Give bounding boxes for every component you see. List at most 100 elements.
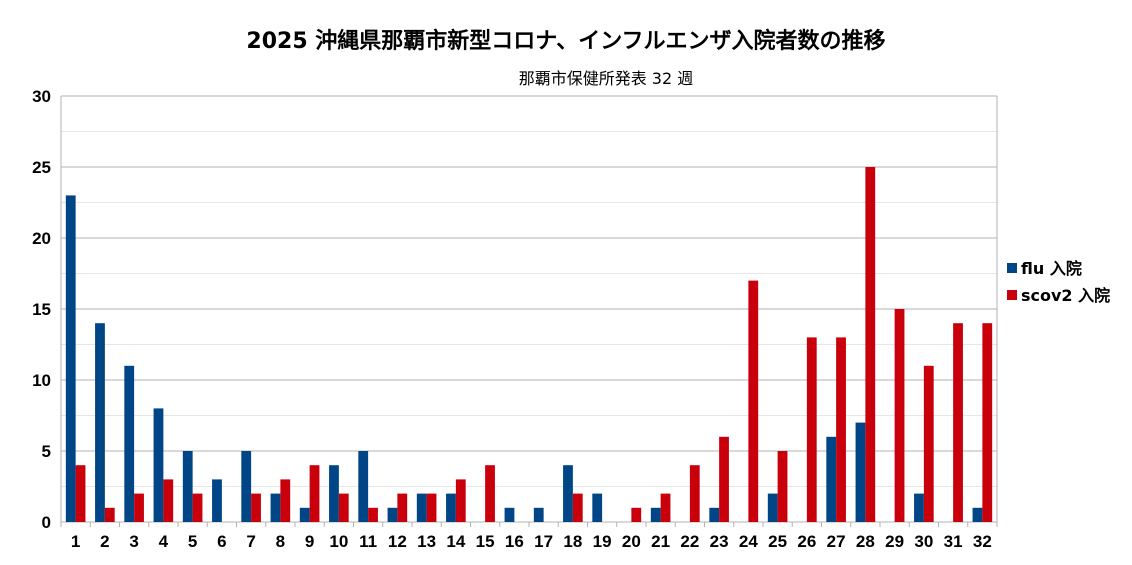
x-tick-label: 27 bbox=[827, 532, 846, 551]
x-tick-label: 23 bbox=[710, 532, 729, 551]
bar-scov2 bbox=[455, 479, 466, 522]
bar-scov2 bbox=[836, 337, 846, 522]
y-tick-label: 20 bbox=[32, 229, 51, 248]
y-axis-ticks: 0 5 10 15 20 25 30 bbox=[32, 87, 51, 532]
x-tick-label: 31 bbox=[944, 532, 963, 551]
y-tick-label: 30 bbox=[32, 87, 51, 106]
x-tick-label: 11 bbox=[359, 532, 377, 551]
bar-flu bbox=[95, 323, 105, 522]
y-tick-label: 10 bbox=[32, 371, 51, 390]
bar-flu bbox=[65, 195, 76, 522]
legend: flu 入院 scov2 入院 bbox=[1007, 259, 1110, 305]
x-tick-label: 18 bbox=[563, 532, 582, 551]
bar-scov2 bbox=[865, 167, 876, 522]
bar-scov2 bbox=[894, 309, 905, 522]
x-tick-label: 10 bbox=[329, 532, 348, 551]
bar-scov2 bbox=[485, 465, 495, 522]
x-tick-label: 5 bbox=[188, 532, 197, 551]
bar-flu bbox=[446, 493, 456, 522]
bar-scov2 bbox=[572, 493, 583, 522]
bar-scov2 bbox=[689, 465, 700, 522]
x-tick-label: 29 bbox=[885, 532, 904, 551]
bar-flu bbox=[972, 507, 983, 522]
bar-flu bbox=[182, 451, 193, 522]
bar-flu bbox=[387, 507, 398, 522]
bar-scov2 bbox=[75, 465, 86, 522]
x-tick-label: 17 bbox=[534, 532, 553, 551]
legend-swatch-flu bbox=[1007, 263, 1017, 273]
bar-scov2 bbox=[631, 507, 642, 522]
bar-flu bbox=[709, 507, 720, 522]
x-tick-label: 3 bbox=[129, 532, 138, 551]
bar-scov2 bbox=[923, 365, 934, 522]
bar-flu bbox=[914, 493, 924, 522]
x-tick-label: 9 bbox=[305, 532, 314, 551]
x-tick-label: 19 bbox=[593, 532, 612, 551]
bar-flu bbox=[241, 451, 252, 522]
y-tick-label: 0 bbox=[42, 513, 51, 532]
x-tick-label: 28 bbox=[856, 532, 875, 551]
bar-scov2 bbox=[163, 479, 174, 522]
x-tick-label: 2 bbox=[100, 532, 109, 551]
bar-scov2 bbox=[280, 479, 291, 522]
bar-scov2 bbox=[134, 493, 144, 522]
x-tick-label: 6 bbox=[217, 532, 226, 551]
x-tick-label: 14 bbox=[446, 532, 465, 551]
bar-scov2 bbox=[192, 493, 203, 522]
x-tick-label: 12 bbox=[388, 532, 407, 551]
bar-scov2 bbox=[806, 337, 817, 522]
bar-flu bbox=[153, 408, 164, 522]
bar-flu bbox=[504, 507, 515, 522]
y-tick-label: 15 bbox=[32, 300, 51, 319]
x-tick-label: 13 bbox=[417, 532, 436, 551]
y-tick-label: 5 bbox=[42, 442, 51, 461]
bar-flu bbox=[329, 465, 339, 522]
bar-flu bbox=[124, 365, 135, 522]
x-tick-label: 1 bbox=[71, 532, 80, 551]
x-tick-label: 7 bbox=[246, 532, 255, 551]
bar-scov2 bbox=[338, 493, 349, 522]
x-tick-label: 30 bbox=[914, 532, 933, 551]
x-tick-label: 4 bbox=[159, 532, 169, 551]
legend-label-scov2: scov2 入院 bbox=[1021, 286, 1110, 305]
bar-scov2 bbox=[748, 280, 759, 522]
bar-flu bbox=[563, 465, 573, 522]
bars bbox=[65, 167, 993, 522]
x-tick-label: 16 bbox=[505, 532, 524, 551]
x-tick-label: 32 bbox=[973, 532, 992, 551]
bar-flu bbox=[416, 493, 427, 522]
x-tick-label: 8 bbox=[276, 532, 285, 551]
bar-flu bbox=[592, 493, 603, 522]
bar-scov2 bbox=[953, 323, 963, 522]
bar-flu bbox=[358, 451, 369, 522]
x-axis-ticks: 1 2 3 4 5 6 7 8 9 10 11 12 13 14 15 16 17 18 19 20 21 22 23 24 2… bbox=[60, 522, 998, 551]
bar-flu bbox=[826, 436, 837, 522]
bar-flu bbox=[767, 493, 778, 522]
bar-flu bbox=[299, 507, 310, 522]
bar-scov2 bbox=[982, 323, 993, 522]
x-tick-label: 20 bbox=[622, 532, 641, 551]
y-tick-label: 25 bbox=[32, 158, 51, 177]
bar-flu bbox=[212, 479, 222, 522]
x-tick-label: 25 bbox=[768, 532, 787, 551]
bar-scov2 bbox=[368, 507, 378, 522]
chart-subtitle: 那覇市保健所発表 32 週 bbox=[519, 69, 694, 88]
bar-scov2 bbox=[309, 465, 320, 522]
x-tick-label: 26 bbox=[797, 532, 816, 551]
bar-scov2 bbox=[777, 451, 788, 522]
bar-scov2 bbox=[719, 436, 729, 522]
legend-swatch-scov2 bbox=[1007, 290, 1017, 300]
legend-label-flu: flu 入院 bbox=[1021, 259, 1082, 278]
bar-flu bbox=[533, 507, 544, 522]
bar-flu bbox=[270, 493, 281, 522]
bar-scov2 bbox=[426, 493, 437, 522]
bar-flu bbox=[855, 422, 866, 522]
x-tick-label: 22 bbox=[680, 532, 699, 551]
chart-title: 2025 沖縄県那覇市新型コロナ、インフルエンザ入院者数の推移 bbox=[246, 28, 885, 54]
x-tick-label: 15 bbox=[476, 532, 495, 551]
bar-scov2 bbox=[104, 507, 115, 522]
bar-flu bbox=[650, 507, 661, 522]
bar-scov2 bbox=[397, 493, 408, 522]
x-tick-label: 24 bbox=[739, 532, 758, 551]
